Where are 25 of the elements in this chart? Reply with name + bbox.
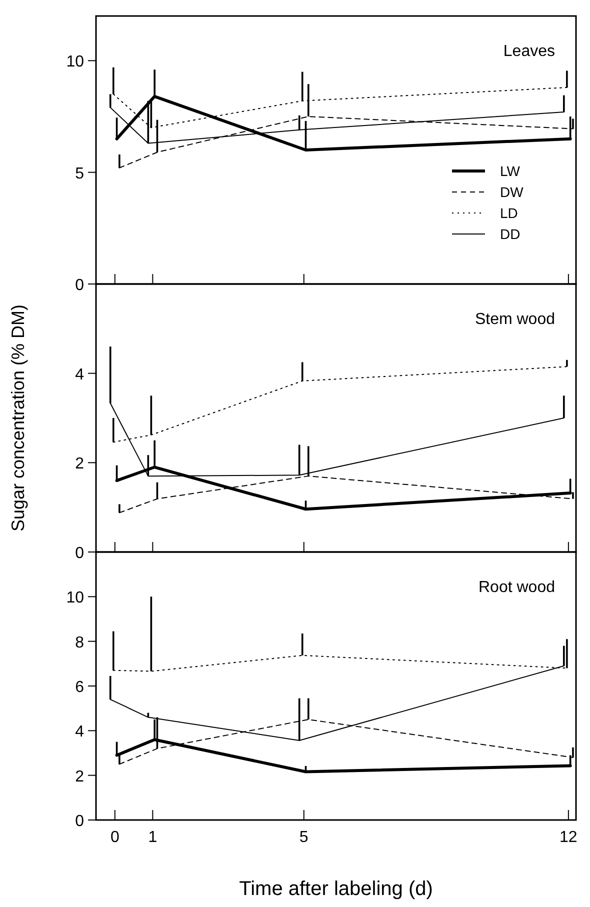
y-tick-label: 8 (75, 634, 84, 652)
text: Leaves (503, 43, 555, 60)
legend-label: LW (500, 163, 521, 179)
y-tick-label: 4 (75, 724, 84, 741)
legend-label: DD (500, 226, 520, 242)
y-tick-label: 4 (75, 366, 84, 384)
text: Root wood (478, 579, 555, 596)
y-tick-label: 5 (75, 165, 84, 182)
x-tick-label: 1 (148, 829, 158, 846)
y-tick-label: 2 (75, 768, 84, 786)
x-tick-label: 12 (560, 829, 578, 846)
x-tick-label: 5 (299, 829, 308, 846)
y-tick-label: 0 (75, 545, 84, 562)
y-tick-label: 10 (66, 54, 84, 71)
y-tick-label: 6 (75, 679, 84, 696)
x-tick-label: 0 (110, 829, 120, 846)
y-tick-label: 2 (75, 456, 84, 473)
y-tick-label: 0 (75, 277, 84, 294)
y-axis-title: Sugar concentration (% DM) (8, 304, 28, 532)
text: Stem wood (474, 311, 555, 328)
legend-label: LD (500, 205, 518, 221)
y-tick-label: 0 (75, 813, 84, 830)
y-tick-label: 10 (66, 590, 84, 607)
x-axis-title: Time after labeling (d) (239, 878, 433, 900)
legend-label: DW (500, 184, 524, 200)
